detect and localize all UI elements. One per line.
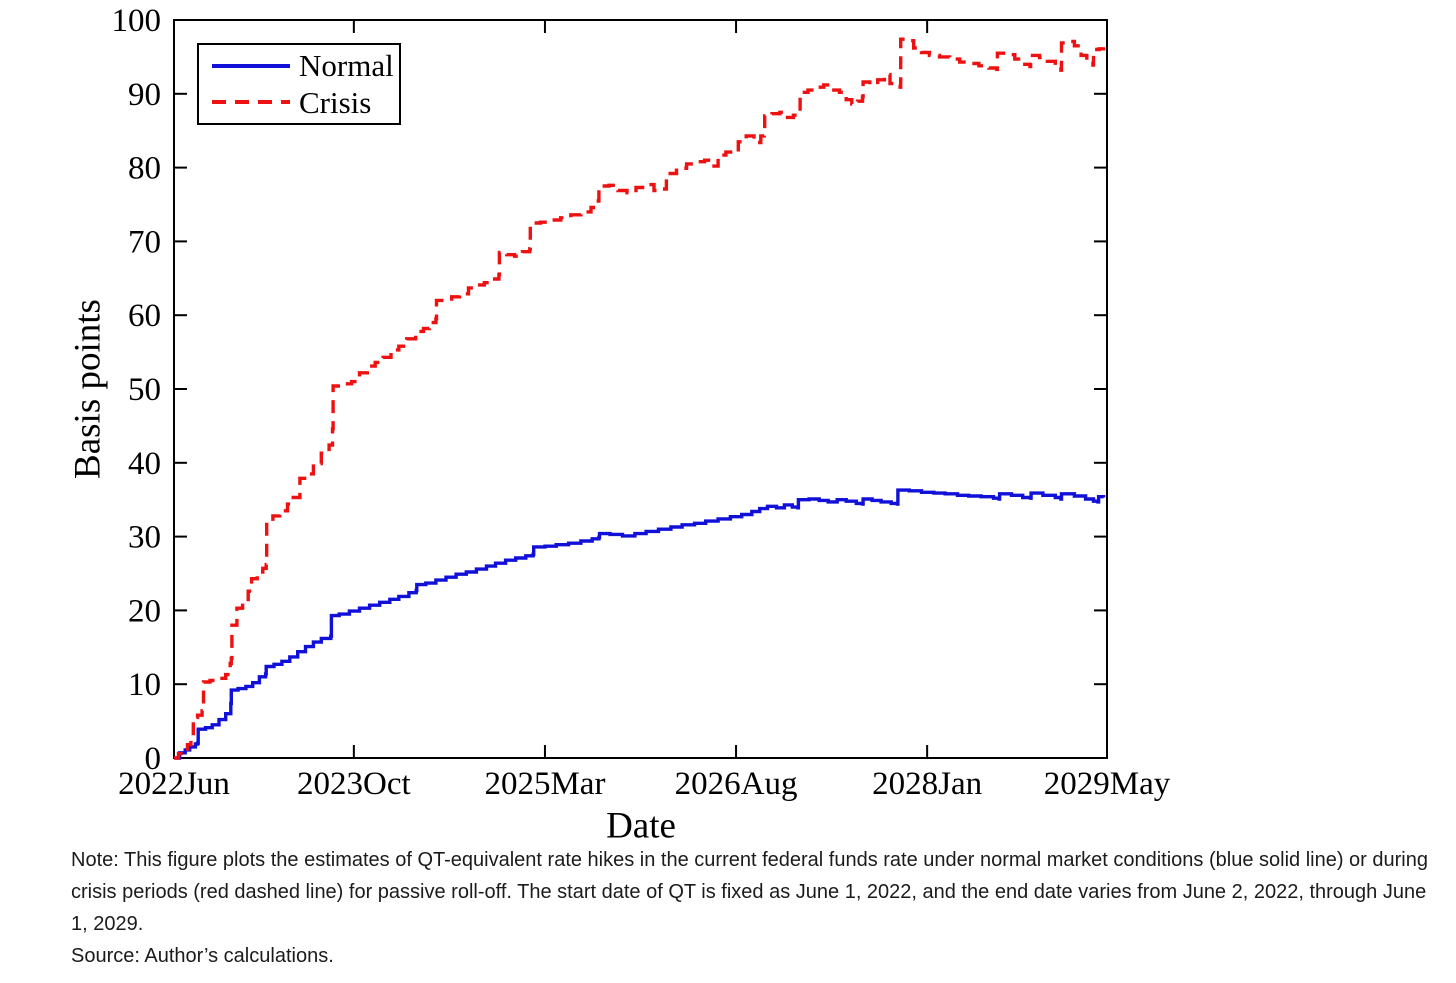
- legend-item-crisis: Crisis: [199, 87, 399, 118]
- y-tick-label: 10: [128, 667, 161, 703]
- plot-box: [173, 19, 1108, 759]
- x-tick-label: 2025Mar: [484, 766, 605, 802]
- y-tick-label: 50: [128, 372, 161, 408]
- x-axis-title: Date: [606, 805, 676, 847]
- y-tick-label: 20: [128, 593, 161, 629]
- y-tick-label: 80: [128, 151, 161, 187]
- y-tick-label: 90: [128, 77, 161, 113]
- legend-item-normal: Normal: [199, 50, 399, 81]
- legend-label-crisis: Crisis: [299, 84, 372, 120]
- crisis-line-swatch: [212, 100, 290, 105]
- series-normal-line: [174, 488, 1106, 760]
- x-tick-label: 2028Jan: [872, 766, 982, 802]
- y-tick-label: 70: [128, 224, 161, 260]
- y-tick-label: 30: [128, 520, 161, 556]
- y-tick-label: 40: [128, 446, 161, 482]
- line-chart: 0 10 20 30 40 50 60 70 80 90 100 2022Jun 2023Oct 2025…: [112, 3, 1171, 802]
- series-crisis-line: [174, 37, 1106, 760]
- x-tick-label: 2026Aug: [675, 766, 798, 802]
- y-tick-label: 0: [145, 741, 162, 777]
- x-tick-label: 2022Jun: [118, 766, 230, 802]
- y-tick-label: 100: [112, 3, 162, 39]
- source-text: Source: Author’s calculations.: [71, 945, 334, 967]
- legend-label-normal: Normal: [299, 48, 394, 84]
- y-tick-label: 60: [128, 298, 161, 334]
- x-tick-label: 2023Oct: [297, 766, 411, 802]
- note-text: Note: This figure plots the estimates of…: [71, 849, 1428, 935]
- y-axis-title: Basis points: [67, 299, 109, 479]
- legend: Normal Crisis: [197, 43, 401, 125]
- figure-note: Note: This figure plots the estimates of…: [71, 844, 1433, 972]
- normal-line-swatch: [212, 63, 290, 68]
- x-tick-label: 2029May: [1044, 766, 1171, 802]
